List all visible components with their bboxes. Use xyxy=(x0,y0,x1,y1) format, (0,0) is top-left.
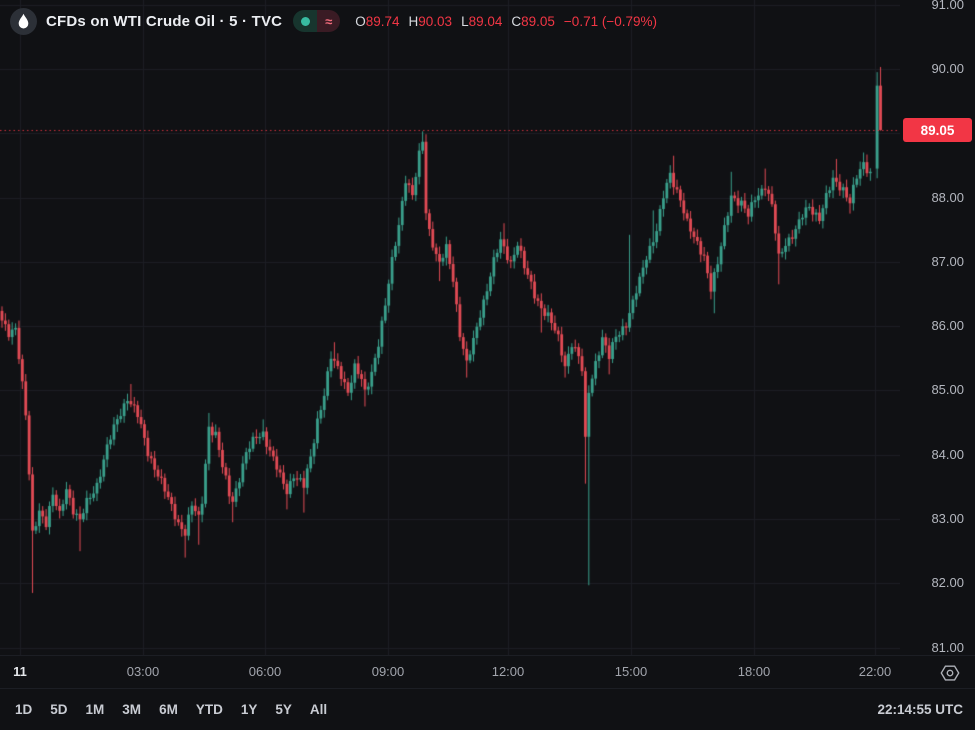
ohlc-close: C89.05 xyxy=(511,13,555,29)
last-price-badge: 89.05 xyxy=(903,118,972,142)
range-6m-button[interactable]: 6M xyxy=(152,697,185,722)
range-ytd-button[interactable]: YTD xyxy=(189,697,230,722)
price-tick: 85.00 xyxy=(931,382,964,398)
symbol-title[interactable]: CFDs on WTI Crude Oil · 5 · TVC xyxy=(46,12,283,30)
price-tick: 82.00 xyxy=(931,575,964,591)
delayed-data-icon: ≈ xyxy=(317,10,341,32)
range-5d-button[interactable]: 5D xyxy=(43,697,74,722)
range-1m-button[interactable]: 1M xyxy=(79,697,112,722)
time-tick: 15:00 xyxy=(614,664,648,679)
chart-pane: CFDs on WTI Crude Oil · 5 · TVC ≈ O89.74… xyxy=(0,0,975,655)
time-tick: 09:00 xyxy=(371,664,405,679)
market-status-pill[interactable]: ≈ xyxy=(293,10,341,32)
ohlc-open: O89.74 xyxy=(355,13,400,29)
price-tick: 81.00 xyxy=(931,639,964,655)
range-all-button[interactable]: All xyxy=(303,697,334,722)
bottom-toolbar: 1D 5D 1M 3M 6M YTD 1Y 5Y All 22:14:55 UT… xyxy=(0,688,975,730)
time-tick: 22:00 xyxy=(858,664,892,679)
time-tick: 18:00 xyxy=(737,664,771,679)
axis-settings-icon[interactable] xyxy=(937,660,963,686)
price-tick: 87.00 xyxy=(931,253,964,269)
price-tick: 91.00 xyxy=(931,0,964,12)
range-5y-button[interactable]: 5Y xyxy=(268,697,299,722)
market-open-dot-icon xyxy=(293,10,318,32)
price-axis[interactable]: 91.00 90.00 88.00 87.00 86.00 85.00 84.0… xyxy=(900,0,975,655)
price-tick: 86.00 xyxy=(931,318,964,334)
ohlc-high: H90.03 xyxy=(408,13,453,29)
price-tick: 83.00 xyxy=(931,511,964,526)
ohlc-change: −0.71 (−0.79%) xyxy=(563,13,657,29)
time-tick: 12:00 xyxy=(491,664,525,679)
time-tick: 06:00 xyxy=(248,664,282,679)
time-axis[interactable]: 11 03:00 06:00 09:00 12:00 15:00 18:00 2… xyxy=(0,655,975,688)
time-tick: 11 xyxy=(13,664,27,679)
range-1d-button[interactable]: 1D xyxy=(8,697,39,722)
price-tick: 88.00 xyxy=(931,189,964,205)
price-tick: 84.00 xyxy=(931,446,964,462)
range-1y-button[interactable]: 1Y xyxy=(234,697,265,722)
oil-drop-icon xyxy=(10,7,37,35)
date-range-switcher: 1D 5D 1M 3M 6M YTD 1Y 5Y All xyxy=(0,697,334,722)
candlestick-chart[interactable] xyxy=(0,0,900,655)
range-3m-button[interactable]: 3M xyxy=(115,697,148,722)
clock-utc[interactable]: 22:14:55 UTC xyxy=(877,702,963,717)
ohlc-low: L89.04 xyxy=(461,13,503,29)
ohlc-readout: O89.74 H90.03 L89.04 C89.05 −0.71 (−0.79… xyxy=(355,14,657,29)
time-tick: 03:00 xyxy=(126,664,160,679)
price-tick: 90.00 xyxy=(931,60,964,76)
symbol-legend: CFDs on WTI Crude Oil · 5 · TVC ≈ O89.74… xyxy=(10,7,657,35)
